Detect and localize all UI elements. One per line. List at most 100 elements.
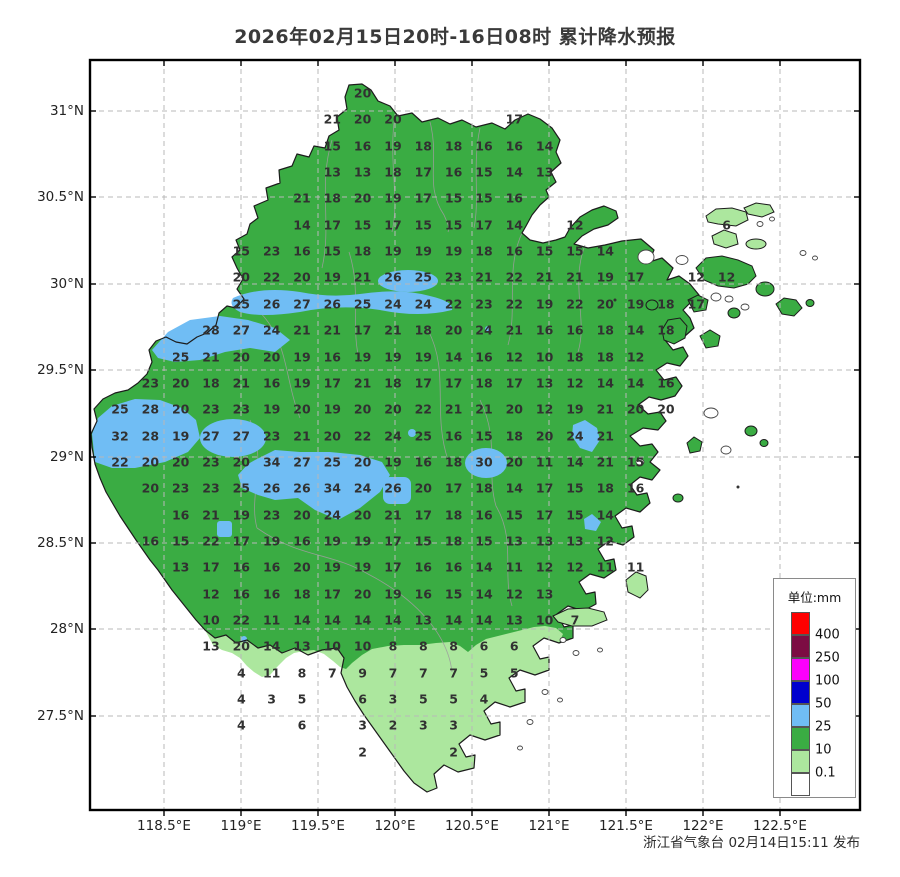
grid-value: 16: [626, 480, 645, 496]
grid-value: 6: [722, 217, 731, 233]
grid-value: 20: [293, 559, 311, 575]
grid-value: 12: [535, 559, 554, 575]
grid-value: 19: [262, 401, 281, 417]
grid-value: 16: [566, 322, 584, 338]
grid-value: 19: [384, 138, 402, 154]
grid-value: 18: [353, 243, 372, 259]
grid-value: 15: [566, 480, 584, 496]
grid-value: 7: [327, 665, 337, 681]
grid-value: 14: [475, 586, 493, 602]
grid-value: 17: [323, 217, 341, 233]
grid-value: 17: [505, 111, 523, 127]
grid-value: 16: [505, 190, 523, 206]
grid-value: 26: [384, 480, 402, 496]
grid-value: 13: [535, 164, 554, 180]
grid-value: 20: [141, 454, 160, 470]
grid-value: 26: [262, 480, 281, 496]
grid-value: 13: [535, 375, 554, 391]
grid-value: 20: [535, 428, 554, 444]
grid-value: 17: [384, 217, 402, 233]
grid-value: 6: [479, 638, 489, 654]
grid-value: 20: [353, 507, 372, 523]
grid-value: 12: [202, 586, 220, 602]
legend-swatch: [791, 612, 810, 635]
grid-value: 21: [475, 269, 493, 285]
grid-value: 25: [232, 296, 251, 312]
lon-tick-label: 120°E: [374, 818, 416, 834]
grid-value: 25: [353, 296, 372, 312]
grid-value: 23: [202, 454, 220, 470]
grid-value: 23: [202, 401, 220, 417]
grid-value: 18: [596, 322, 614, 338]
grid-value: 21: [323, 322, 341, 338]
grid-value: 20: [171, 454, 190, 470]
lon-tick-label: 121°E: [528, 818, 570, 834]
legend-value-label: 250: [815, 650, 840, 666]
grid-value: 21: [596, 401, 614, 417]
grid-value: 18: [414, 322, 432, 338]
grid-value: 28: [141, 428, 160, 444]
grid-value: 17: [202, 559, 220, 575]
grid-value: 26: [323, 296, 341, 312]
grid-value: 19: [293, 375, 311, 391]
grid-value: 20: [414, 480, 432, 496]
grid-value: 16: [293, 533, 311, 549]
grid-value: 19: [444, 243, 463, 259]
legend-swatch: [791, 727, 810, 750]
legend-swatch: [791, 773, 810, 796]
grid-value: 15: [535, 243, 554, 259]
grid-value: 9: [358, 665, 367, 681]
lon-tick-label: 120.5°E: [445, 818, 499, 834]
grid-value: 16: [444, 428, 463, 444]
lat-tick-label: 28°N: [49, 621, 84, 637]
grid-value: 19: [171, 428, 190, 444]
grid-value: 20: [444, 322, 463, 338]
grid-value: 20: [657, 401, 675, 417]
grid-value: 11: [596, 559, 614, 575]
grid-value: 20: [323, 428, 341, 444]
grid-value: 16: [232, 559, 251, 575]
grid-value: 22: [505, 296, 523, 312]
grid-value: 3: [388, 691, 398, 707]
grid-value: 12: [535, 401, 554, 417]
grid-value: 12: [717, 269, 736, 285]
grid-value: 3: [358, 717, 367, 733]
grid-value: 23: [232, 401, 251, 417]
grid-value: 17: [444, 375, 463, 391]
grid-value: 18: [384, 375, 402, 391]
grid-value: 18: [657, 296, 675, 312]
grid-value: 22: [414, 401, 432, 417]
grid-value: 14: [384, 612, 402, 628]
grid-value: 27: [232, 428, 251, 444]
grid-value: 4: [236, 665, 246, 681]
grid-value: 24: [475, 322, 493, 338]
islets: [517, 216, 818, 751]
grid-value: 4: [236, 717, 246, 733]
grid-value: 14: [596, 507, 614, 523]
grid-value: 15: [566, 243, 584, 259]
grid-value: 15: [475, 164, 493, 180]
grid-value: 16: [475, 349, 493, 364]
grid-value: 19: [323, 533, 341, 549]
grid-value: 11: [262, 612, 281, 628]
grid-value: 27: [293, 454, 311, 470]
grid-value: 24: [262, 322, 281, 338]
lon-tick-label: 121.5°E: [599, 818, 653, 834]
grid-value: 24: [414, 296, 432, 312]
grid-value: 14: [444, 612, 463, 628]
grid-value: 23: [444, 269, 463, 285]
lon-tick-label: 122.5°E: [753, 818, 807, 834]
lon-tick-label: 119°E: [220, 818, 262, 834]
grid-value: 16: [262, 586, 281, 602]
grid-value: 16: [414, 586, 432, 602]
grid-value: 16: [475, 507, 493, 523]
grid-value: 20: [232, 269, 251, 285]
grid-value: 14: [596, 243, 614, 259]
grid-value: 22: [232, 612, 251, 628]
legend-swatch: [791, 750, 810, 773]
grid-value: 15: [323, 243, 341, 259]
grid-value: 20: [384, 111, 402, 127]
grid-value: 18: [475, 375, 493, 391]
grid-value: 16: [505, 243, 523, 259]
grid-value: 32: [111, 428, 129, 444]
